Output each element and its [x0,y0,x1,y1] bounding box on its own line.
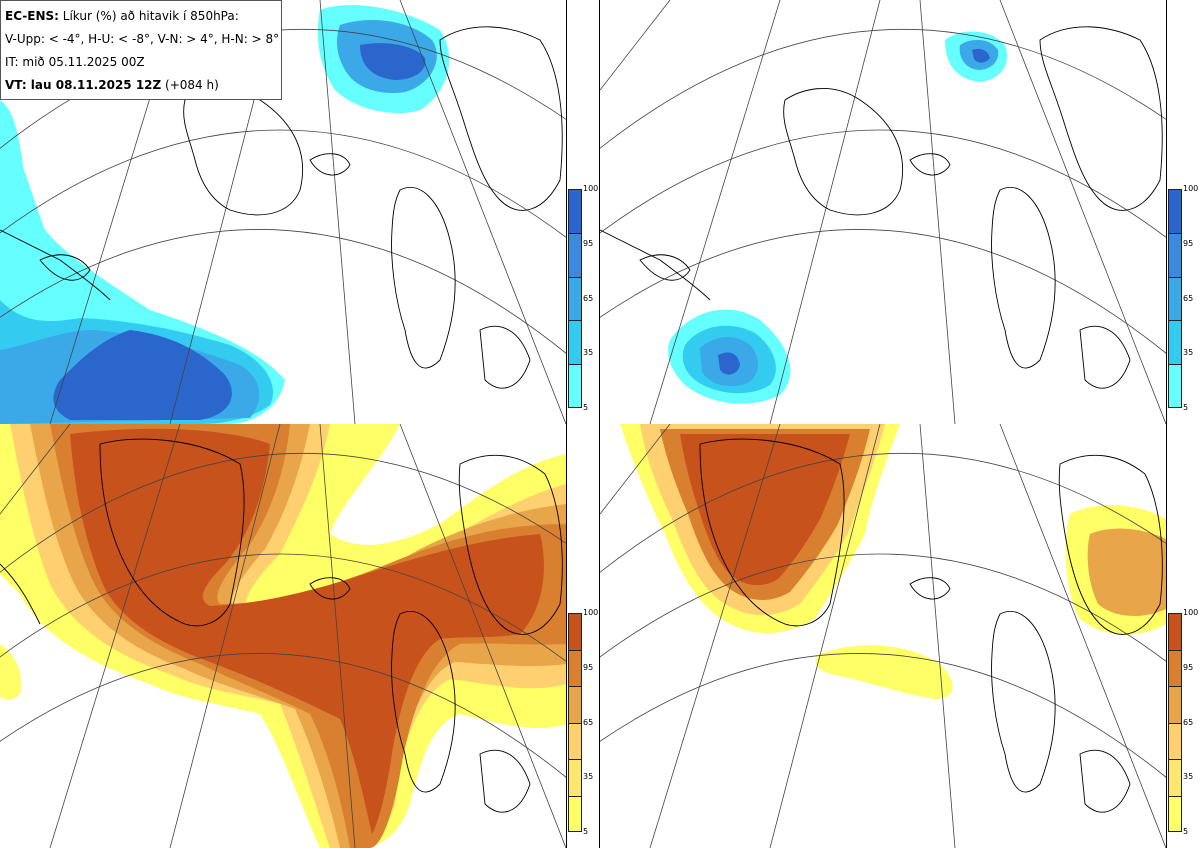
legend-cold-left: 100 95 65 35 5 [568,185,598,412]
cold-shade-95-north [360,43,426,80]
coastlines [699,438,1163,813]
legend-tick-label: 5 [583,403,589,412]
legend-color-segment [568,364,582,408]
panel-separator-right [599,0,600,848]
panel-separator-edge [1166,0,1167,848]
legend-tick-label: 5 [1183,827,1189,836]
legend-color-segment [568,232,582,277]
warm-shade-5-south [815,645,953,699]
map-panel-top-right [600,0,1166,424]
cold-shade-95-north [972,48,990,63]
legend-color-segment [1168,276,1182,321]
graticule [600,424,1166,848]
map-top-right [600,0,1166,424]
map-panel-top-left: EC-ENS: Líkur (%) að hitavik í 850hPa: V… [0,0,566,424]
legend-tick-label: 35 [1183,772,1194,782]
legend-tick-label: 5 [1183,403,1189,412]
legend-color-segment [1168,364,1182,408]
legend-tick-label: 5 [583,827,589,836]
legend-tick-label: 35 [583,348,594,358]
map-panel-bottom-left [0,424,566,848]
warm-shade-100 [680,434,850,586]
thresholds-line: V-Upp: < -4°, H-U: < -8°, V-N: > 4°, H-N… [5,32,280,46]
legend-warm-left: 100 95 65 35 5 [568,609,598,836]
legend-color-segment [568,686,582,723]
panel-separator-left [566,0,567,848]
map-bottom-right [600,424,1166,848]
model-label: EC-ENS: [5,9,59,23]
graticule [600,0,1166,424]
cold-shade-95 [53,330,232,420]
legend-tick-label: 65 [583,293,594,303]
map-top-left [0,0,566,424]
title-text: Líkur (%) að hitavik í 850hPa: [62,9,239,23]
legend-color-segment [1168,320,1182,365]
initial-time: IT: mið 05.11.2025 00Z [5,55,145,69]
coastlines [0,438,563,813]
title-line: EC-ENS: Líkur (%) að hitavik í 850hPa: [5,5,277,28]
lead-time: (+084 h) [165,78,219,92]
coastlines [0,26,563,389]
legend-tick-label: 100 [583,608,599,617]
graticule [0,424,566,848]
legend-tick-label: 100 [1183,608,1199,617]
legend-color-segment [1168,795,1182,832]
info-box: EC-ENS: Líkur (%) að hitavik í 850hPa: V… [0,0,282,100]
legend-tick-label: 95 [583,238,594,248]
legend-color-segment [568,649,582,686]
legend-tick-label: 100 [583,184,599,193]
legend-warm-right: 100 95 65 35 5 [1168,609,1198,836]
legend-color-segment [1168,232,1182,277]
legend-tick-label: 35 [583,772,594,782]
legend-tick-label: 35 [1183,348,1194,358]
legend-tick-label: 95 [583,662,594,672]
warm-shade-100 [70,428,544,834]
legend-tick-label: 65 [583,717,594,727]
legend-frame [568,189,582,408]
legend-tick-label: 65 [1183,293,1194,303]
legend-tick-label: 100 [1183,184,1199,193]
map-bottom-left [0,424,566,848]
legend-color-segment [568,759,582,796]
coastlines [600,26,1163,389]
legend-color-segment [568,795,582,832]
valid-time: VT: lau 08.11.2025 12Z [5,78,162,92]
map-panel-bottom-right [600,424,1166,848]
legend-frame [1168,189,1182,408]
legend-frame [1168,613,1182,832]
legend-color-segment [568,320,582,365]
legend-tick-label: 95 [1183,238,1194,248]
cold-shade-5-strip [0,100,25,180]
legend-color-segment [1168,722,1182,759]
legend-color-segment [1168,649,1182,686]
legend-color-segment [1168,686,1182,723]
warm-shade-5-left [0,644,22,700]
legend-color-segment [568,722,582,759]
legend-tick-label: 65 [1183,717,1194,727]
legend-tick-label: 95 [1183,662,1194,672]
legend-frame [568,613,582,832]
legend-color-segment [568,276,582,321]
legend-color-segment [1168,759,1182,796]
valid-time-line: VT: lau 08.11.2025 12Z (+084 h) [5,74,277,97]
legend-cold-right: 100 95 65 35 5 [1168,185,1198,412]
cold-shade-95-sw [718,352,740,375]
warm-shade-65-east [1087,528,1166,616]
